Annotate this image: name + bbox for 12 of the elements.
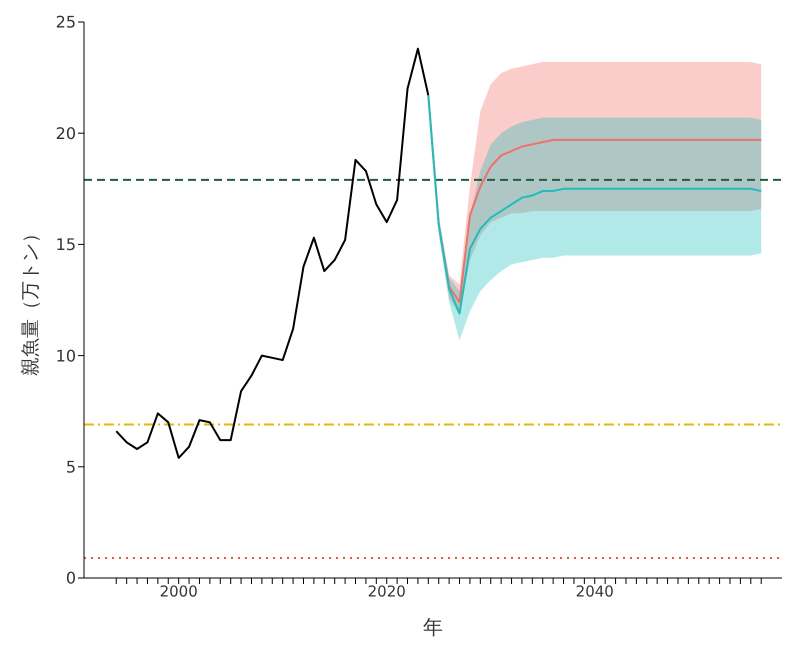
y-axis-title: 親魚量（万トン） bbox=[20, 224, 42, 376]
y-tick-label: 15 bbox=[56, 235, 76, 254]
y-tick-label: 5 bbox=[66, 457, 76, 476]
x-axis-title: 年 bbox=[423, 615, 443, 639]
x-tick-label: 2020 bbox=[368, 582, 406, 601]
y-tick-label: 0 bbox=[66, 568, 76, 588]
x-tick-label: 2040 bbox=[576, 582, 614, 601]
y-tick-label: 20 bbox=[56, 124, 76, 143]
y-tick-label: 10 bbox=[56, 346, 76, 366]
y-tick-label: 25 bbox=[56, 12, 76, 32]
x-tick-label: 2000 bbox=[160, 582, 198, 601]
line-series bbox=[115, 48, 430, 459]
